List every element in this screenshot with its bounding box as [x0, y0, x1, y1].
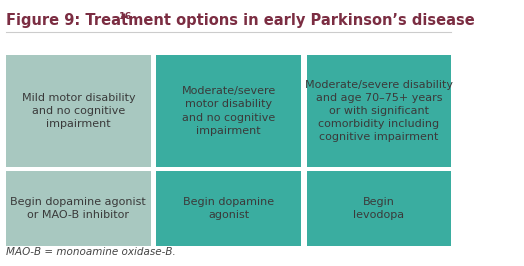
Text: Begin dopamine agonist
or MAO-B inhibitor: Begin dopamine agonist or MAO-B inhibito… [10, 197, 146, 220]
FancyBboxPatch shape [6, 171, 151, 246]
Text: 16: 16 [119, 12, 133, 21]
FancyBboxPatch shape [156, 55, 301, 167]
Text: Begin
levodopa: Begin levodopa [353, 197, 405, 220]
FancyBboxPatch shape [307, 55, 451, 167]
FancyBboxPatch shape [307, 171, 451, 246]
Text: Moderate/severe disability
and age 70–75+ years
or with significant
comorbidity : Moderate/severe disability and age 70–75… [305, 80, 453, 142]
Text: Begin dopamine
agonist: Begin dopamine agonist [183, 197, 274, 220]
Text: MAO-B = monoamine oxidase-B.: MAO-B = monoamine oxidase-B. [6, 247, 176, 257]
Text: Moderate/severe
motor disability
and no cognitive
impairment: Moderate/severe motor disability and no … [181, 86, 276, 136]
FancyBboxPatch shape [156, 171, 301, 246]
Text: Mild motor disability
and no cognitive
impairment: Mild motor disability and no cognitive i… [21, 93, 135, 129]
FancyBboxPatch shape [6, 55, 151, 167]
Text: Figure 9: Treatment options in early Parkinson’s disease: Figure 9: Treatment options in early Par… [6, 13, 475, 28]
